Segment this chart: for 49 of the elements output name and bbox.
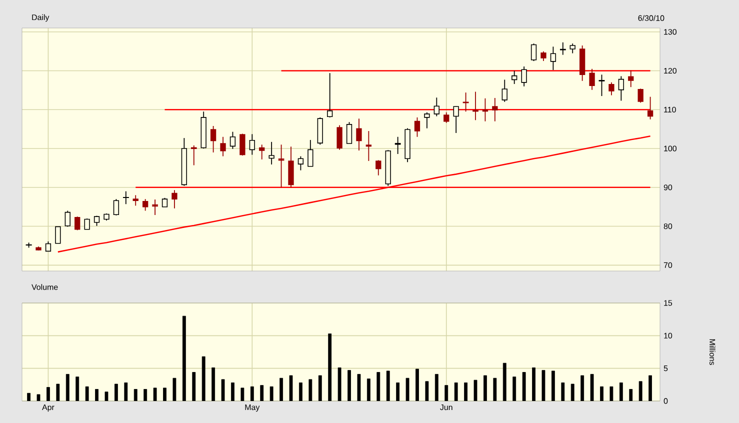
candlestick (521, 66, 527, 87)
candlestick (336, 124, 342, 150)
candlestick (502, 79, 508, 102)
candlestick (172, 190, 178, 209)
candlestick (64, 210, 70, 228)
candlestick (152, 199, 158, 216)
candlestick (230, 131, 236, 150)
candlestick (453, 106, 459, 134)
candlestick (356, 118, 362, 151)
candlestick (240, 133, 246, 156)
candlestick (346, 122, 352, 144)
candlestick (376, 160, 382, 176)
candlestick (628, 70, 634, 88)
candlestick (512, 70, 518, 84)
candlestick (434, 97, 440, 117)
candlestick (113, 198, 120, 216)
candlestick (45, 241, 52, 252)
candlestick (638, 88, 644, 104)
candlestick (210, 126, 216, 153)
candlestick (308, 140, 314, 167)
candlestick (288, 146, 294, 188)
candlestick (268, 141, 274, 165)
candlestick (570, 43, 576, 54)
candlestick (142, 198, 148, 212)
candlestick (540, 50, 546, 62)
candlestick (414, 116, 420, 138)
candlestick (249, 134, 255, 156)
candlestick (259, 144, 265, 160)
candlestick (608, 82, 614, 96)
candlestick (220, 136, 226, 157)
candlestick (366, 130, 372, 162)
candlestick (122, 190, 130, 205)
candlestick (550, 46, 556, 70)
candlestick (55, 226, 61, 244)
candlestick (327, 72, 333, 118)
candlestick (589, 68, 595, 90)
candlestick (618, 76, 624, 102)
candlestick (530, 43, 537, 62)
candlestick (190, 144, 198, 166)
candlestick (298, 156, 304, 171)
candlestick (278, 144, 285, 188)
candlestick (647, 96, 654, 120)
candlestick (492, 98, 498, 122)
candlestick (424, 112, 430, 129)
candlestick (482, 98, 488, 122)
candlestick (84, 218, 90, 230)
candlestick (132, 194, 138, 206)
candlestick (74, 216, 80, 231)
candlestick (444, 112, 450, 124)
